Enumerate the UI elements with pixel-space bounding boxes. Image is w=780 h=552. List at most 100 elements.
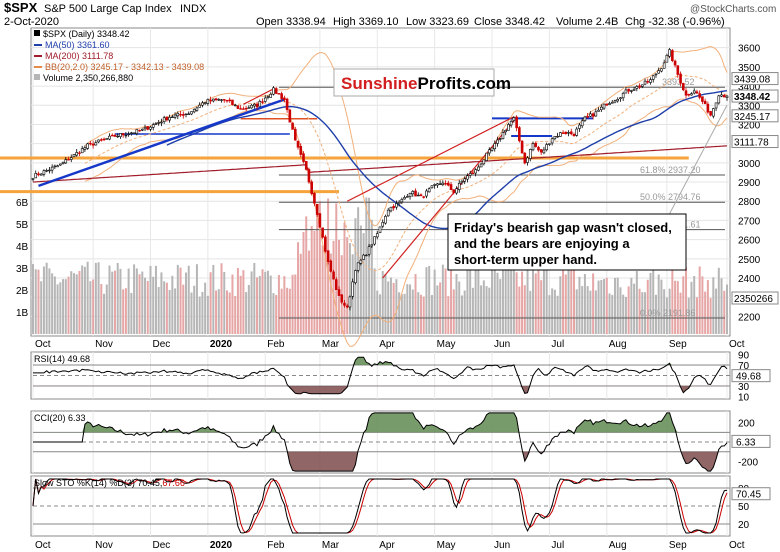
indicator-tag-box [731,487,771,501]
volume-bar [266,270,269,334]
candle-body [288,109,292,123]
volume-bar [53,276,56,334]
legend-price-swatch [34,30,40,36]
volume-bar [152,276,155,334]
indicator-tick-label: 70 [738,361,750,372]
candle-body [564,131,568,135]
month-label: Jul [551,540,564,551]
candle-body [209,99,212,102]
candle-body [534,142,538,147]
open-value: Open 3338.94 [256,16,326,28]
indicator-tag: 49.68 [736,372,761,383]
candle-body [646,81,650,83]
candle-body [75,152,79,156]
month-label: May [437,540,456,551]
volume-bar [135,268,138,334]
volume-bar [597,280,600,334]
volume-bar [480,285,483,334]
candle-body [89,142,92,145]
candle-body [127,133,130,136]
candle-body [337,289,341,296]
volume-bar [225,290,228,334]
candle-body [630,90,633,92]
candle-body [602,103,606,109]
volume-bar [321,245,324,334]
candle-body [649,79,652,83]
candle-body [362,254,365,260]
volume-tag: 2350266 [734,294,773,305]
low-value: Low 3323.69 [406,16,469,28]
candle-body [553,135,557,140]
candle-body [575,128,579,136]
volume-bar [665,297,668,334]
month-label: Mar [322,540,340,551]
volume-bar [45,262,48,334]
volume-bar [220,263,223,334]
volume-bar [600,280,603,334]
candle-body [504,130,507,133]
volume-bar [212,264,215,334]
volume-bar [327,198,330,334]
candle-body [354,270,357,284]
sto-label: Slow STO %K(14) %D(3) 70.45,67.66 [34,478,185,488]
volume-bar [316,208,319,334]
volume-bar [286,287,289,334]
candle-body [501,132,505,139]
volume-bar [720,278,723,334]
month-label: Oct [35,540,51,551]
candle-body [498,138,502,140]
volume-bar [556,295,559,334]
volume-bar [256,277,259,334]
candle-body [48,169,51,172]
candle-body [695,91,699,94]
volume-bar [715,288,718,334]
indicator-tick-label: -200 [738,457,758,468]
candle-body [589,113,592,117]
candle-body [668,49,671,57]
volume-bar [187,265,190,334]
candle-body [64,159,68,164]
candle-body [676,65,680,75]
volume-bar [622,294,625,334]
candle-body [348,296,352,308]
candle-body [351,281,354,297]
volume-tick-label: 6B [16,198,29,209]
legend-ma200: MA(200) 3111.78 [45,51,113,61]
candle-body [411,191,415,195]
candle-body [660,68,663,72]
month-label: Sep [669,540,687,551]
volume-bar [318,201,321,334]
candle-body [132,132,136,134]
candle-body [187,113,191,115]
volume-bar [553,289,556,334]
volume-bar [663,289,666,334]
legend-ma50: MA(50) 3361.60 [45,40,110,50]
volume-bar [40,281,43,334]
candle-body [436,183,439,186]
candle-body [190,111,193,115]
price-tick-label: 3000 [738,159,761,170]
month-label: Jun [494,540,510,551]
candle-body [572,134,576,137]
volume-bar [444,268,447,334]
candle-body [397,202,401,205]
candle-body [203,102,207,104]
month-label: Mar [322,339,340,350]
candle-body [280,93,283,99]
volume-bar [586,286,589,334]
candle-body [487,149,491,154]
candle-body [37,173,40,176]
candle-body [438,183,442,185]
candle-body [395,203,398,208]
candle-body [340,294,344,303]
volume-bar [532,266,535,334]
month-label: Jun [494,339,510,350]
candle-body [542,149,546,154]
candle-body [165,116,169,121]
volume-bar [540,280,543,334]
volume-bar [269,275,272,334]
volume-bar [34,269,37,334]
volume-bar [439,282,442,334]
